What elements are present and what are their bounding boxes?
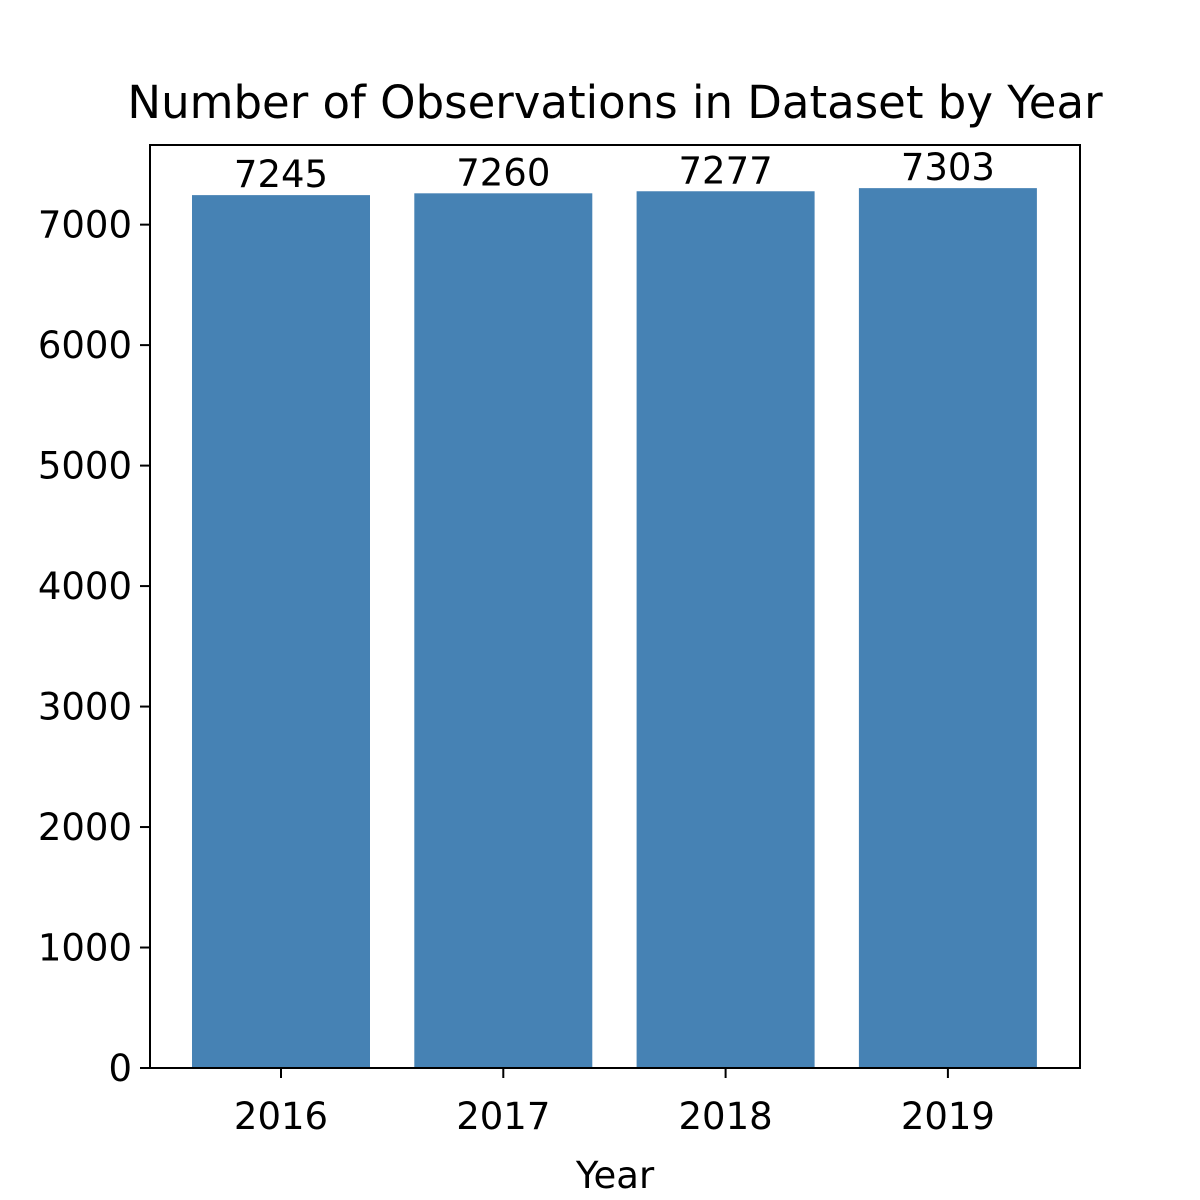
x-axis-label: Year <box>575 1154 655 1197</box>
y-tick-label: 6000 <box>38 324 132 367</box>
bar-group <box>192 188 1037 1069</box>
bar-2016 <box>192 195 370 1069</box>
bar-value-label-2018: 7277 <box>679 149 773 192</box>
y-tick-label: 2000 <box>38 806 132 849</box>
x-tick-label-2019: 2019 <box>901 1095 995 1138</box>
y-tick-label: 4000 <box>38 565 132 608</box>
bar-value-label-2016: 7245 <box>234 153 328 196</box>
data-label-group: 7245 7260 7277 7303 <box>234 146 995 196</box>
bar-value-label-2019: 7303 <box>901 146 995 189</box>
plot-frame <box>149 144 1081 1069</box>
bar-2019 <box>858 188 1037 1069</box>
y-tick-label: 1000 <box>38 927 132 970</box>
y-tick-label: 0 <box>108 1047 132 1090</box>
bar-2017 <box>414 193 593 1068</box>
y-tick-label: 3000 <box>38 686 132 729</box>
chart-title: Number of Observations in Dataset by Yea… <box>127 76 1103 129</box>
x-axis: 2016 2017 2018 2019 <box>234 1068 995 1138</box>
bar-value-label-2017: 7260 <box>456 151 550 194</box>
bar-2018 <box>636 191 815 1068</box>
x-tick-label-2018: 2018 <box>679 1095 773 1138</box>
y-axis: 0 1000 2000 3000 4000 5000 6000 7000 <box>38 204 150 1090</box>
x-tick-label-2017: 2017 <box>456 1095 550 1138</box>
y-tick-label: 7000 <box>38 204 132 247</box>
y-tick-label: 5000 <box>38 445 132 488</box>
x-tick-label-2016: 2016 <box>234 1095 328 1138</box>
